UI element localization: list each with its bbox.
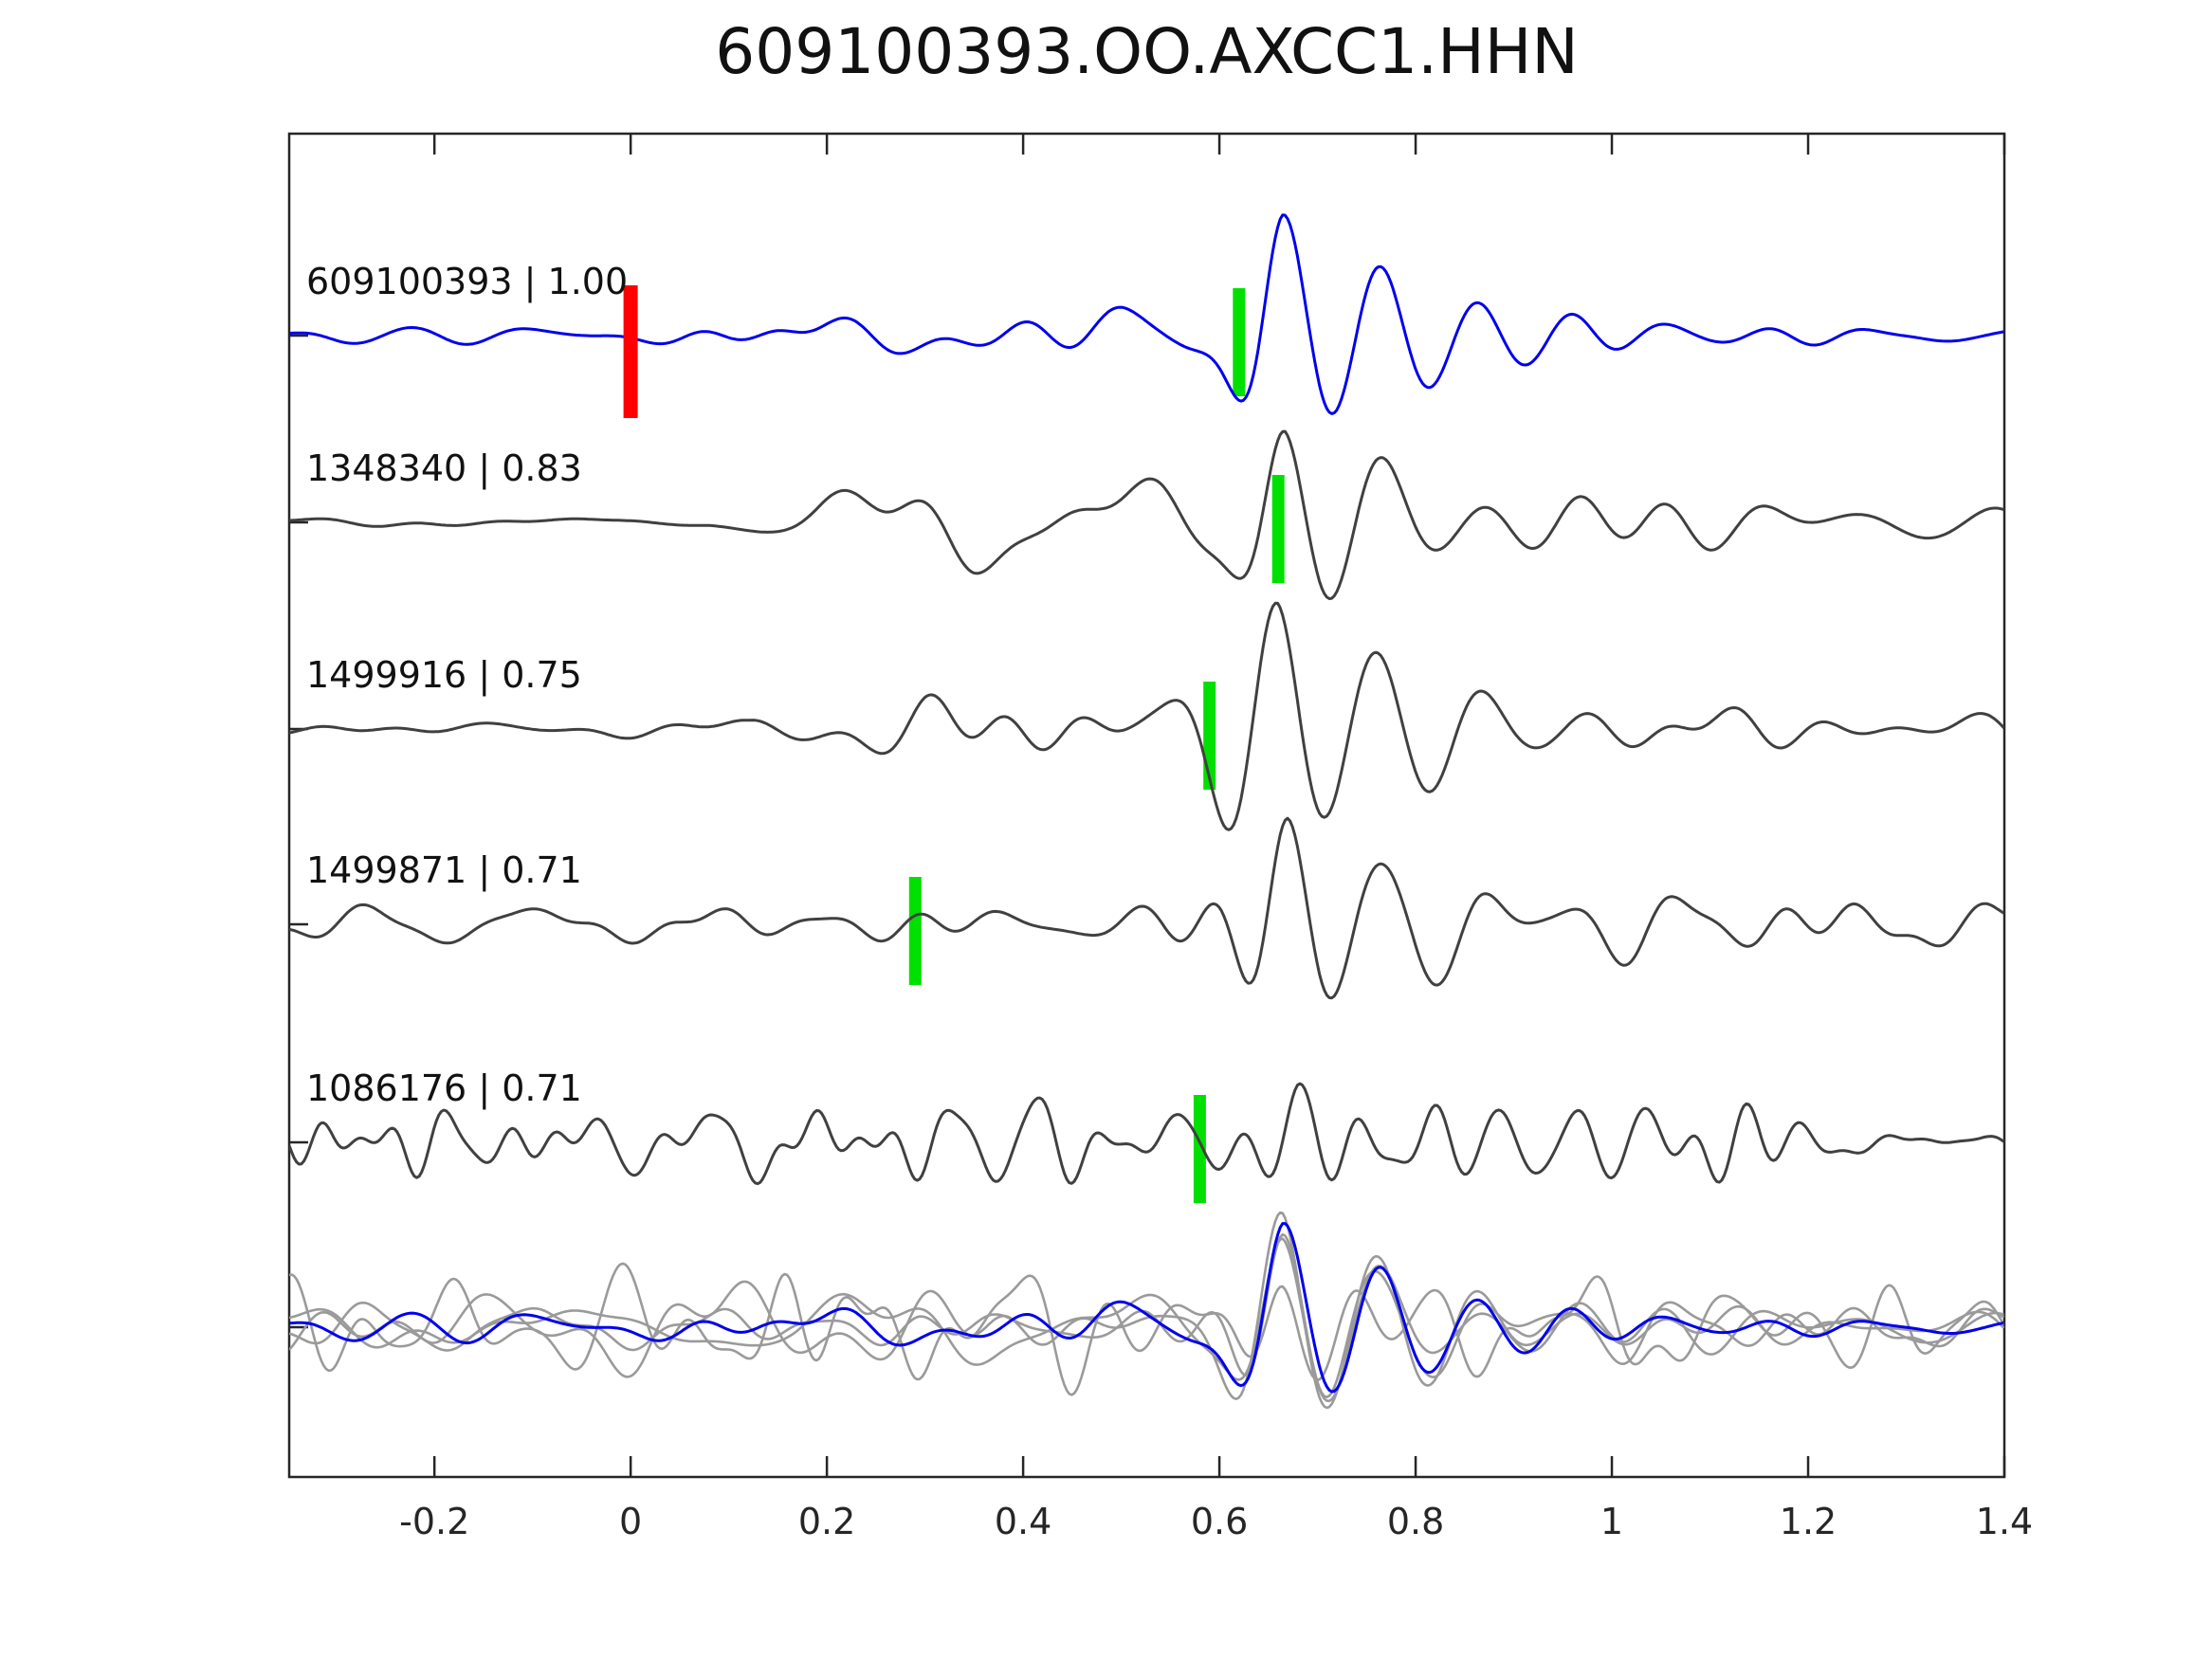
labels: 609100393 | 1.00 1348340 | 0.83 1499916 … (306, 261, 2033, 1542)
trace-label-0: 609100393 | 1.00 (306, 261, 628, 303)
axis-box (287, 132, 2006, 1479)
waveform-trace-1499871 (289, 816, 2004, 1000)
trace-label-2: 1499916 | 0.75 (306, 654, 582, 697)
waveform-trace-1086176 (289, 1082, 2004, 1186)
onset-markers (623, 285, 638, 418)
waveform-traces (289, 213, 2004, 1410)
x-tick-label-6: 1 (1600, 1501, 1623, 1542)
trace-label-4: 1086176 | 0.71 (306, 1067, 582, 1110)
overlay-trace-4 (289, 1222, 2004, 1394)
onset-marker-609100393 (623, 285, 638, 418)
waveform-trace-1348340 (289, 429, 2004, 600)
axis-ticks (289, 134, 2006, 1477)
pick-markers (908, 288, 1285, 1203)
overlay-trace-0 (289, 1237, 2004, 1403)
x-tick-label-3: 0.4 (995, 1501, 1051, 1542)
pick-marker-1499871 (908, 877, 922, 985)
overlay-trace-1 (289, 1211, 2004, 1410)
x-tick-label-2: 0.2 (798, 1501, 855, 1542)
x-tick-label-0: -0.2 (399, 1501, 469, 1542)
overlay-trace-3 (289, 1262, 2004, 1396)
trace-label-3: 1499871 | 0.71 (306, 849, 582, 892)
x-tick-label-4: 0.6 (1191, 1501, 1248, 1542)
waveform-trace-1499916 (289, 601, 2004, 831)
x-tick-label-7: 1.2 (1780, 1501, 1837, 1542)
pick-marker-609100393 (1233, 288, 1246, 396)
waveform-trace-609100393 (289, 213, 2004, 415)
trace-label-1: 1348340 | 0.83 (306, 447, 582, 490)
x-tick-label-8: 1.4 (1976, 1501, 2033, 1542)
x-tick-label-5: 0.8 (1387, 1501, 1444, 1542)
pick-marker-1348340 (1271, 475, 1285, 583)
x-tick-label-1: 0 (619, 1501, 642, 1542)
pick-marker-1086176 (1193, 1095, 1206, 1203)
page-title: 609100393.OO.AXCC1.HHN (715, 15, 1579, 88)
